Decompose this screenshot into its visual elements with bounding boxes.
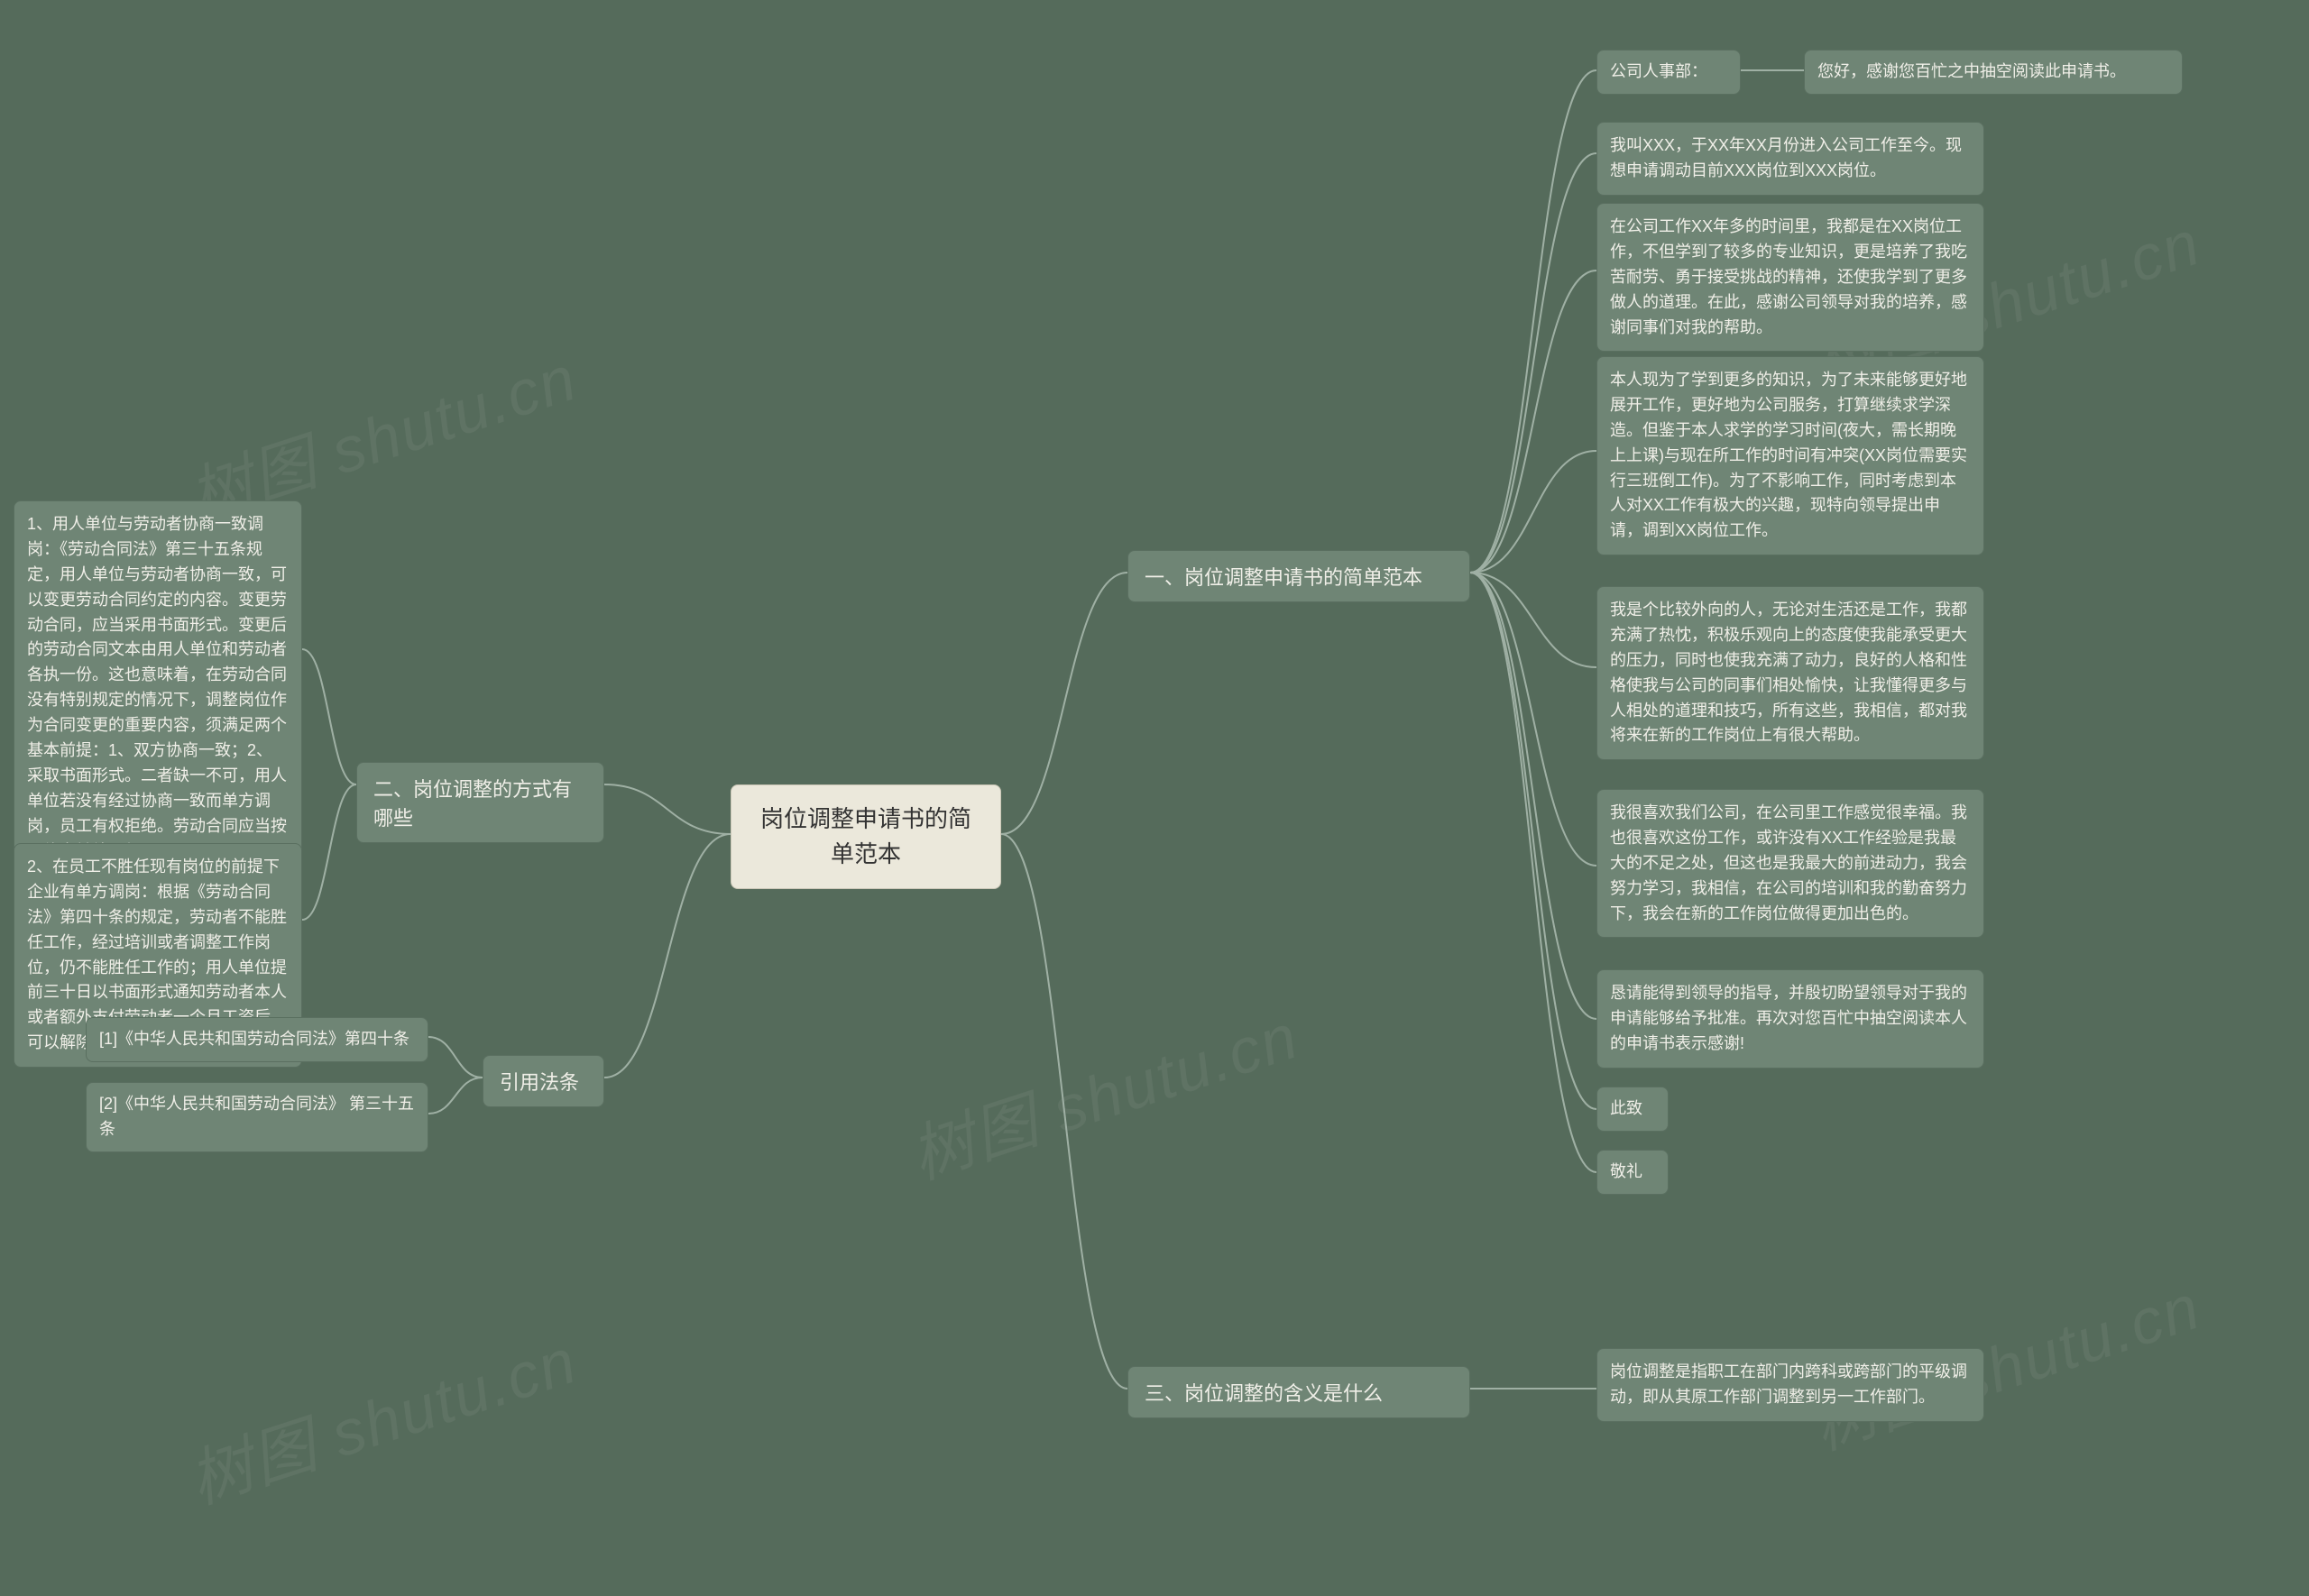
leaf-3b: [2]《中华人民共和国劳动合同法》 第三十五条 [86,1082,428,1152]
leaf-1g-label: 恳请能得到领导的指导，并殷切盼望领导对于我的申请能够给予批准。再次对您百忙中抽空… [1610,981,1971,1057]
leaf-1b: 我叫XXX，于XX年XX月份进入公司工作至今。现想申请调动目前XXX岗位到XXX… [1596,122,1984,196]
leaf-4a: 岗位调整是指职工在部门内跨科或跨部门的平级调动，即从其原工作部门调整到另一工作部… [1596,1348,1984,1422]
branch-4-label: 三、岗位调整的含义是什么 [1145,1378,1383,1407]
root-node: 岗位调整申请书的简单范本 [731,784,1001,889]
leaf-1h: 此致 [1596,1087,1669,1132]
leaf-3a: [1]《中华人民共和国劳动合同法》第四十条 [86,1017,428,1062]
leaf-1d: 本人现为了学到更多的知识，为了未来能够更好地展开工作，更好地为公司服务，打算继续… [1596,356,1984,555]
leaf-3b-label: [2]《中华人民共和国劳动合同法》 第三十五条 [99,1092,415,1142]
watermark: 树图 shutu.cn [176,1311,586,1522]
leaf-1i-label: 敬礼 [1610,1160,1642,1185]
leaf-1d-label: 本人现为了学到更多的知识，为了未来能够更好地展开工作，更好地为公司服务，打算继续… [1610,368,1971,544]
leaf-1e-label: 我是个比较外向的人，无论对生活还是工作，我都充满了热忱，积极乐观向上的态度使我能… [1610,598,1971,748]
leaf-2a: 1、用人单位与劳动者协商一致调岗：《劳动合同法》第三十五条规定，用人单位与劳动者… [14,500,302,876]
leaf-1f-label: 我很喜欢我们公司，在公司里工作感觉很幸福。我也很喜欢这份工作，或许没有XX工作经… [1610,801,1971,926]
branch-4: 三、岗位调整的含义是什么 [1127,1366,1470,1418]
branch-3: 引用法条 [483,1055,604,1107]
leaf-1a-label: 公司人事部： [1610,60,1707,85]
branch-1: 一、岗位调整申请书的简单范本 [1127,550,1470,602]
leaf-3a-label: [1]《中华人民共和国劳动合同法》第四十条 [99,1027,409,1052]
leaf-2a-label: 1、用人单位与劳动者协商一致调岗：《劳动合同法》第三十五条规定，用人单位与劳动者… [27,512,289,864]
root-label: 岗位调整申请书的简单范本 [751,802,980,872]
leaf-1a2-label: 您好，感谢您百忙之中抽空阅读此申请书。 [1817,60,2126,85]
leaf-1g: 恳请能得到领导的指导，并殷切盼望领导对于我的申请能够给予批准。再次对您百忙中抽空… [1596,969,1984,1069]
leaf-1c: 在公司工作XX年多的时间里，我都是在XX岗位工作，不但学到了较多的专业知识，更是… [1596,203,1984,352]
watermark: 树图 shutu.cn [897,986,1308,1197]
leaf-1e: 我是个比较外向的人，无论对生活还是工作，我都充满了热忱，积极乐观向上的态度使我能… [1596,586,1984,760]
leaf-4a-label: 岗位调整是指职工在部门内跨科或跨部门的平级调动，即从其原工作部门调整到另一工作部… [1610,1360,1971,1410]
leaf-1a2: 您好，感谢您百忙之中抽空阅读此申请书。 [1804,50,2183,95]
leaf-1i: 敬礼 [1596,1150,1669,1195]
branch-2: 二、岗位调整的方式有哪些 [356,762,604,843]
leaf-1a: 公司人事部： [1596,50,1741,95]
branch-3-label: 引用法条 [500,1067,579,1096]
leaf-1h-label: 此致 [1610,1096,1642,1122]
branch-2-label: 二、岗位调整的方式有哪些 [373,774,587,831]
leaf-1b-label: 我叫XXX，于XX年XX月份进入公司工作至今。现想申请调动目前XXX岗位到XXX… [1610,133,1971,184]
branch-1-label: 一、岗位调整申请书的简单范本 [1145,562,1422,591]
leaf-1c-label: 在公司工作XX年多的时间里，我都是在XX岗位工作，不但学到了较多的专业知识，更是… [1610,215,1971,340]
leaf-1f: 我很喜欢我们公司，在公司里工作感觉很幸福。我也很喜欢这份工作，或许没有XX工作经… [1596,789,1984,938]
